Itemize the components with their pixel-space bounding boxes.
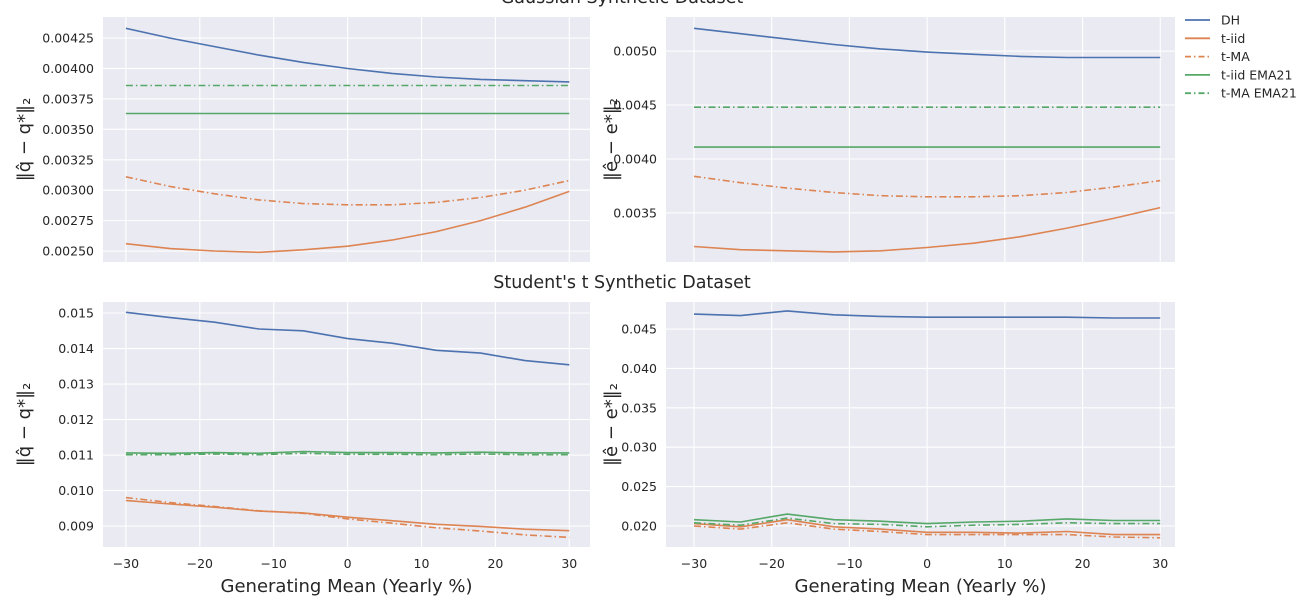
y-tick-label: 0.0050: [613, 44, 657, 59]
subplot-3: −30 −20 −10 0 10 20 30 0.020 0.025 0.030 0.035 0.04…: [601, 302, 1175, 597]
subplot-2: −30 −20 −10 0 10 20 30 0.009 0.010 0.011 0.012 0.01…: [14, 302, 590, 597]
x-axis-label: Generating Mean (Yearly %): [221, 576, 473, 597]
x-tick-label: 30: [561, 556, 577, 571]
legend-label: t-iid: [1221, 31, 1245, 46]
y-tick-label: 0.040: [621, 361, 657, 376]
y-tick-label: 0.030: [621, 440, 657, 455]
x-axis-label: Generating Mean (Yearly %): [795, 576, 1047, 597]
y-axis-label: ‖q̂ − q*‖₂: [14, 98, 35, 182]
y-tick-label: 0.020: [621, 518, 657, 533]
subplot-row-title: Gaussian Synthetic Dataset: [501, 0, 744, 8]
subplot-0: 0.00250 0.00275 0.00300 0.00325 0.00350 0.003…: [14, 17, 590, 262]
y-axis-label: ‖ê − e*‖₂: [601, 383, 622, 466]
series-line-dh: [693, 310, 1161, 319]
y-tick-label: 0.00300: [42, 183, 94, 198]
plot-background: [666, 302, 1175, 547]
x-tick-label: 0: [344, 556, 352, 571]
series-line-t-ma: [693, 521, 1161, 539]
legend-label: t-iid EMA21: [1221, 67, 1292, 82]
y-tick-label: 0.00250: [42, 244, 94, 259]
x-tick-label: 10: [997, 556, 1013, 571]
y-tick-label: 0.00275: [42, 213, 94, 228]
y-axis-label: ‖q̂ − q*‖₂: [14, 383, 35, 467]
subplot-1: 0.0035 0.0040 0.0045 0.0050 ‖ê − e*‖₂: [601, 17, 1175, 262]
y-tick-label: 0.011: [58, 448, 94, 463]
x-tick-label: 20: [1075, 556, 1091, 571]
x-tick-label: 0: [923, 556, 931, 571]
series-line-dh: [125, 27, 570, 83]
plot-background: [103, 17, 590, 262]
x-tick-label: −10: [836, 556, 862, 571]
series-line-t-ma-ema21: [693, 517, 1161, 528]
y-tick-label: 0.025: [621, 479, 657, 494]
plot-background: [666, 17, 1175, 262]
series-line-dh: [693, 27, 1161, 59]
series-line-t-ma-ema21: [125, 452, 570, 456]
y-tick-label: 0.010: [58, 483, 94, 498]
y-tick-label: 0.00400: [42, 61, 94, 76]
legend-label: t-MA EMA21: [1221, 86, 1297, 101]
series-line-t-iid-ema21: [125, 450, 570, 455]
x-tick-label: −30: [113, 556, 139, 571]
y-tick-label: 0.0045: [613, 98, 657, 113]
series-line-t-iid: [125, 499, 570, 532]
x-tick-label: 10: [414, 556, 430, 571]
legend-label: DH: [1221, 13, 1240, 28]
legend-label: t-MA: [1221, 49, 1250, 64]
series-line-t-ma: [125, 176, 570, 206]
y-tick-label: 0.00325: [42, 152, 94, 167]
y-tick-label: 0.00375: [42, 91, 94, 106]
y-tick-label: 0.0040: [613, 151, 657, 166]
series-line-t-iid: [693, 206, 1161, 253]
x-tick-label: −20: [758, 556, 784, 571]
y-axis-label: ‖ê − e*‖₂: [601, 98, 622, 181]
x-tick-label: 20: [487, 556, 503, 571]
y-tick-label: 0.014: [58, 341, 94, 356]
y-tick-label: 0.0035: [613, 205, 657, 220]
x-tick-label: 30: [1152, 556, 1168, 571]
series-line-dh: [125, 311, 570, 366]
y-tick-label: 0.012: [58, 412, 94, 427]
x-tick-label: −10: [261, 556, 287, 571]
series-line-t-iid: [693, 518, 1161, 536]
y-tick-label: 0.009: [58, 519, 94, 534]
series-line-t-iid-ema21: [693, 513, 1161, 525]
plot-background: [103, 302, 590, 547]
y-tick-label: 0.013: [58, 377, 94, 392]
y-tick-label: 0.035: [621, 400, 657, 415]
legend: DH t-iid t-MA t-iid EMA21 t-MA EMA21: [1185, 13, 1297, 101]
y-tick-label: 0.015: [58, 306, 94, 321]
series-line-t-iid: [125, 190, 570, 254]
x-tick-label: −30: [681, 556, 707, 571]
x-tick-label: −20: [187, 556, 213, 571]
subplot-row-title: Student's t Synthetic Dataset: [493, 273, 751, 293]
y-tick-label: 0.00425: [42, 31, 94, 46]
series-line-t-ma: [125, 496, 570, 539]
y-tick-label: 0.00350: [42, 122, 94, 137]
y-tick-label: 0.045: [621, 322, 657, 337]
series-line-t-ma: [693, 175, 1161, 198]
